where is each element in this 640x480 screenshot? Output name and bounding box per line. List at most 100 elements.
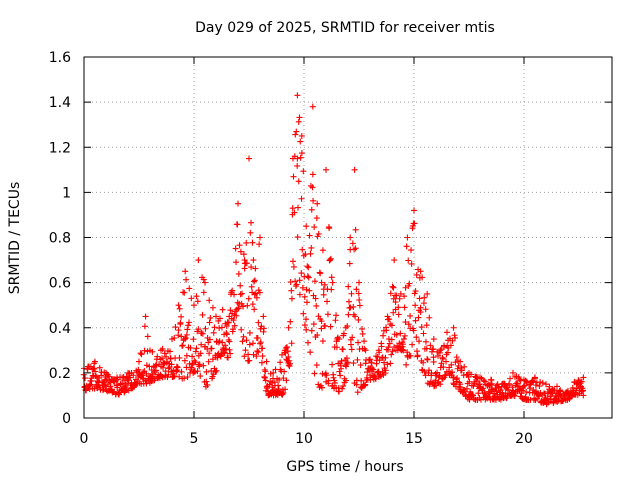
data-point-peak: [543, 381, 549, 388]
data-point: [178, 333, 185, 340]
data-point-peak: [336, 336, 343, 343]
data-point: [194, 298, 201, 305]
data-point: [236, 242, 243, 249]
data-point: [475, 390, 482, 397]
data-point: [421, 368, 428, 375]
data-point: [183, 331, 190, 338]
data-point: [243, 337, 250, 344]
data-point-peak: [309, 103, 316, 110]
data-point: [423, 345, 430, 352]
data-point-peak: [521, 376, 527, 383]
data-point: [378, 343, 385, 350]
data-point: [511, 392, 518, 399]
data-point-peak: [565, 387, 571, 394]
data-point: [426, 314, 433, 321]
data-point: [198, 341, 205, 348]
data-point: [183, 364, 190, 371]
data-point: [246, 341, 253, 348]
data-point: [320, 291, 327, 298]
data-point: [294, 162, 301, 169]
data-point: [238, 326, 245, 333]
data-point: [336, 388, 343, 395]
data-point: [418, 324, 425, 331]
data-point: [327, 323, 334, 330]
data-point: [130, 372, 137, 379]
data-point-peak: [175, 302, 182, 309]
data-point: [355, 290, 362, 297]
data-point: [454, 365, 461, 372]
data-point: [311, 278, 318, 285]
data-point: [298, 195, 305, 202]
data-point: [151, 368, 158, 375]
data-point: [233, 312, 240, 319]
data-point: [374, 353, 381, 360]
data-point: [309, 171, 316, 178]
data-point: [176, 373, 183, 380]
data-point: [141, 347, 148, 354]
data-point: [188, 295, 195, 302]
data-point-peak: [342, 324, 349, 331]
data-point: [197, 350, 204, 357]
data-point-peak: [294, 92, 301, 99]
data-point: [206, 297, 213, 304]
axis-ticks: [83, 56, 612, 419]
data-point-peak: [136, 358, 142, 365]
data-point: [237, 291, 244, 298]
data-point: [298, 150, 305, 157]
data-point: [256, 289, 263, 296]
data-point: [380, 332, 387, 339]
data-point: [283, 377, 290, 384]
data-point: [324, 311, 331, 318]
data-point: [144, 333, 151, 340]
data-point: [347, 304, 354, 311]
data-point: [313, 215, 320, 222]
data-point: [243, 239, 250, 246]
y-tick-label: 0.4: [49, 321, 71, 337]
data-point: [184, 326, 191, 333]
data-point-peak: [158, 347, 164, 354]
data-point: [401, 332, 408, 339]
data-point: [411, 220, 418, 227]
data-point: [176, 305, 183, 312]
data-point: [282, 386, 289, 393]
data-point: [449, 369, 456, 376]
data-point: [245, 295, 252, 302]
data-point-peak: [362, 347, 369, 354]
data-point: [194, 368, 201, 375]
data-point: [386, 340, 393, 347]
data-point-peak: [125, 369, 131, 376]
data-point: [306, 287, 313, 294]
data-point: [243, 260, 250, 267]
data-point: [391, 344, 398, 351]
data-point: [440, 364, 447, 371]
data-point: [237, 282, 244, 289]
data-point: [253, 353, 260, 360]
data-point: [415, 314, 422, 321]
data-point-peak: [195, 257, 202, 264]
data-point: [163, 353, 170, 360]
data-point: [395, 311, 402, 318]
data-point-peak: [404, 234, 411, 241]
data-point: [222, 342, 229, 349]
data-point: [328, 274, 335, 281]
data-point: [413, 271, 420, 278]
data-point: [421, 294, 428, 301]
data-point: [290, 263, 297, 270]
data-point: [447, 342, 454, 349]
data-point: [333, 344, 340, 351]
data-point: [481, 378, 488, 385]
data-point-peak: [444, 329, 450, 336]
data-point: [189, 353, 196, 360]
x-tick-label: 10: [295, 431, 313, 447]
data-point: [210, 329, 217, 336]
data-point: [262, 368, 269, 375]
data-point: [211, 324, 218, 331]
data-point: [168, 361, 175, 368]
data-point: [197, 373, 204, 380]
data-point: [405, 321, 412, 328]
data-point: [453, 354, 460, 361]
data-point-peak: [488, 376, 494, 383]
data-point: [175, 327, 182, 334]
data-point: [445, 344, 452, 351]
